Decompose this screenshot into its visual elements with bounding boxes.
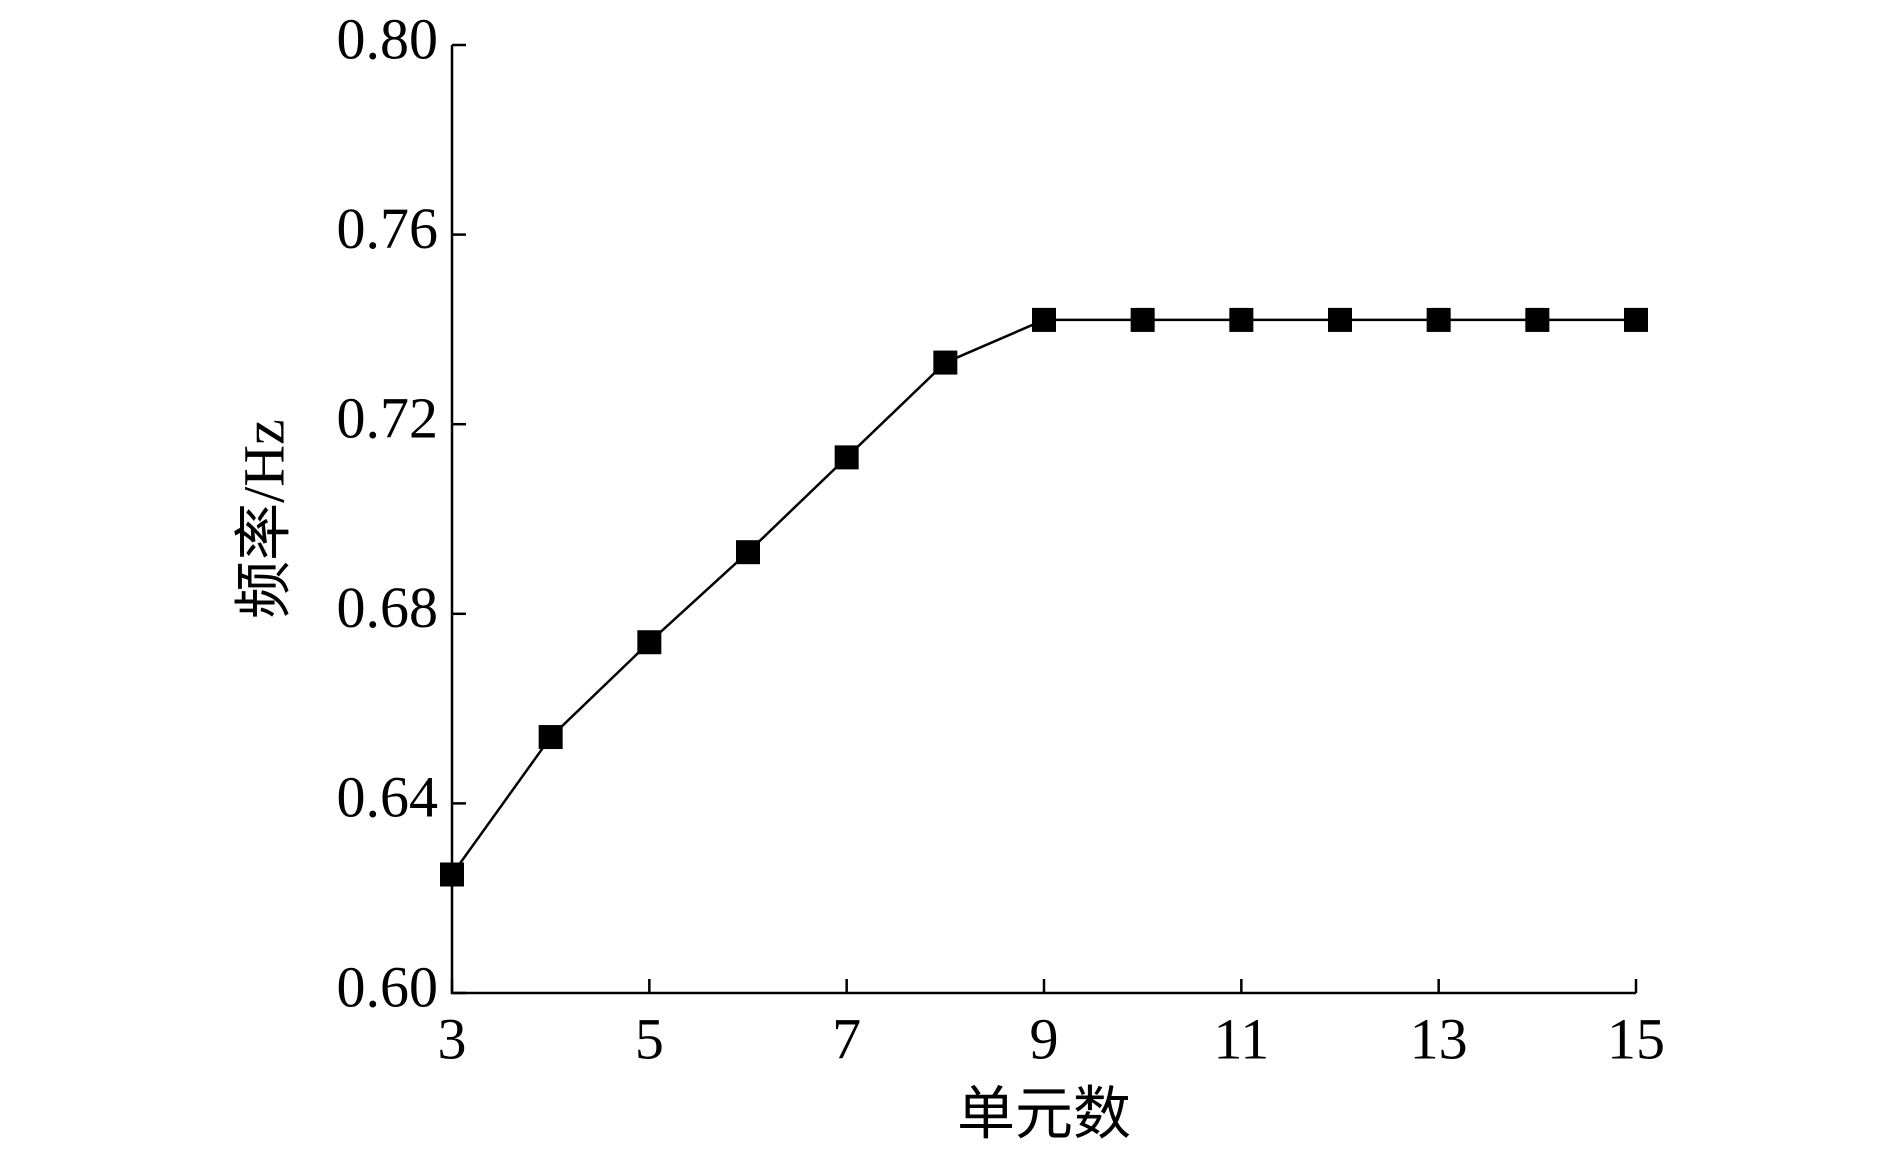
y-axis-label: 频率/Hz (231, 419, 296, 619)
marker (1229, 307, 1254, 332)
marker (440, 862, 464, 887)
y-tick-label: 0.60 (337, 954, 439, 1019)
x-tick-label: 13 (1410, 1006, 1468, 1071)
marker (736, 540, 760, 565)
marker (637, 630, 662, 655)
y-tick-label: 0.64 (337, 765, 439, 830)
y-tick-label: 0.68 (337, 575, 439, 640)
marker (834, 445, 859, 470)
x-tick-label: 5 (635, 1006, 664, 1071)
marker (1130, 307, 1155, 332)
x-tick-label: 11 (1213, 1006, 1269, 1071)
marker (1525, 307, 1550, 332)
marker (1328, 307, 1352, 332)
x-tick-label: 3 (438, 1006, 467, 1071)
marker (1624, 307, 1648, 332)
x-axis-label: 单元数 (957, 1081, 1131, 1146)
x-tick-label: 15 (1607, 1006, 1665, 1071)
marker (933, 350, 958, 375)
marker (538, 725, 563, 750)
y-tick-label: 0.76 (337, 196, 439, 261)
marker (1032, 307, 1056, 332)
line (450, 318, 1636, 876)
y-tick-label: 0.72 (337, 386, 439, 451)
marker (1426, 307, 1451, 332)
x-tick-label: 7 (832, 1006, 861, 1071)
y-tick-label: 0.80 (337, 6, 439, 71)
x-tick-label: 9 (1030, 1006, 1059, 1071)
